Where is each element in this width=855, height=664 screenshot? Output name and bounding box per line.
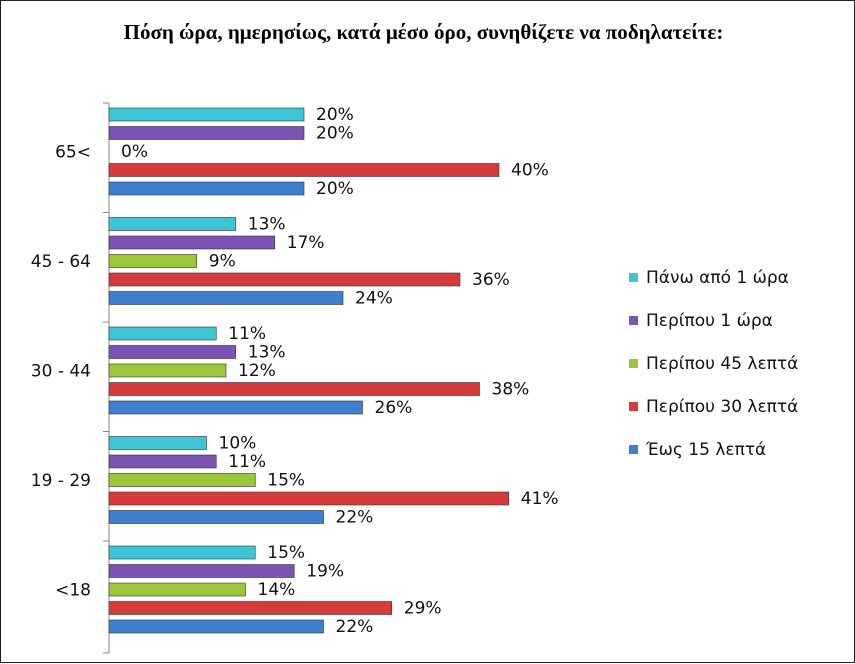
bar [108,254,198,268]
data-label: 19% [306,562,344,582]
bar [108,291,344,305]
data-label: 24% [355,289,393,309]
legend-swatch [629,359,638,368]
legend-item: Περίπου 45 λεπτά [629,353,849,374]
legend-item: Πάνω από 1 ώρα [629,267,849,288]
data-label: 15% [267,543,305,563]
bar [108,564,295,578]
category-label: <18 [55,581,91,601]
category-label: 45 - 64 [31,252,91,272]
data-label: 15% [267,471,305,491]
data-label: 10% [219,434,257,454]
data-label: 36% [472,270,510,290]
bar [108,235,276,250]
legend-item: Έως 15 λεπτά [629,439,849,460]
legend-label: Περίπου 45 λεπτά [646,353,799,374]
legend: Πάνω από 1 ώρα Περίπου 1 ώρα Περίπου 45 λε… [629,267,849,482]
data-label: 17% [287,233,325,253]
category-label: 65< [55,143,91,163]
data-label: 41% [521,489,559,509]
bar [108,400,363,415]
legend-swatch [629,273,638,282]
data-label: 29% [404,599,442,619]
bar [108,545,256,560]
legend-label: Πάνω από 1 ώρα [646,267,789,288]
data-label: 14% [258,580,296,600]
bar [108,126,305,140]
data-label: 11% [228,324,266,344]
data-label: 12% [238,361,276,381]
data-label: 20% [316,179,354,199]
category-label: 19 - 29 [31,471,91,491]
bar [108,510,324,524]
data-label: 20% [316,124,354,144]
legend-label: Έως 15 λεπτά [646,439,767,460]
bar [108,473,256,487]
data-label: 22% [336,508,374,528]
data-label: 0% [121,142,148,162]
bar [108,363,227,378]
data-label: 40% [511,161,549,181]
bar [108,345,237,359]
bar [108,382,480,396]
chart-title: Πόση ώρα, ημερησίως, κατά μέσο όρο, συνη… [123,20,724,44]
data-label: 11% [228,452,266,472]
data-label: 26% [375,398,413,418]
bar [108,163,500,177]
data-label: 13% [248,215,286,235]
bar [108,272,461,287]
bar [108,181,305,196]
bar [108,491,510,506]
legend-swatch [629,316,638,325]
bar [108,619,324,634]
bar [108,436,207,450]
data-label: 9% [209,252,236,272]
data-label: 20% [316,105,354,125]
category-label: 30 - 44 [31,362,91,382]
bar [108,326,217,341]
legend-swatch [629,445,638,454]
bar [108,217,237,231]
data-label: 38% [492,380,530,400]
legend-label: Περίπου 30 λεπτά [646,396,799,417]
data-label: 13% [248,343,286,363]
bar [108,582,246,597]
legend-label: Περίπου 1 ώρα [646,310,773,331]
legend-swatch [629,402,638,411]
data-label: 22% [336,617,374,637]
bar [108,601,393,615]
bar [108,454,217,469]
bar [108,107,305,122]
legend-item: Περίπου 1 ώρα [629,310,849,331]
legend-item: Περίπου 30 λεπτά [629,396,849,417]
